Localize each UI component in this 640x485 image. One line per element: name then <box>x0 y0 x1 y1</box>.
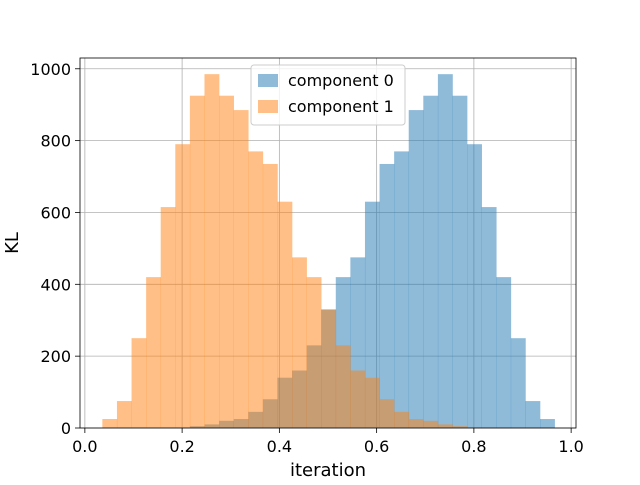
histogram-bar <box>423 420 439 428</box>
histogram-bar <box>394 151 410 428</box>
plot-frame <box>79 57 577 429</box>
histogram-bar <box>496 277 512 428</box>
histogram-bar <box>394 411 410 428</box>
axis-ticks: 0.0 0.2 0.4 0.6 0.8 1.0 0 200 400 600 800 1000 <box>30 60 584 456</box>
y-tick-label: 200 <box>40 347 71 366</box>
legend: component 0 component 1 <box>250 64 406 126</box>
histogram-bar <box>481 207 497 428</box>
histogram-bar <box>160 207 176 428</box>
histogram-bar <box>437 74 453 429</box>
histogram-bar <box>306 277 322 428</box>
histogram-bar <box>262 163 278 428</box>
histogram-bar <box>437 424 453 428</box>
histogram-bar <box>219 95 234 428</box>
histogram-bar <box>510 338 526 428</box>
y-tick-label: 600 <box>40 203 71 222</box>
histogram-bar <box>452 95 468 428</box>
histogram-bar <box>452 426 468 428</box>
histogram-bar <box>321 309 337 428</box>
histogram-bar <box>408 419 424 428</box>
histogram-bar <box>379 399 395 428</box>
histogram-bar <box>131 338 147 428</box>
histogram-bar <box>540 419 555 428</box>
histogram-bar <box>248 151 264 428</box>
histogram-bar <box>292 257 307 428</box>
legend-swatch-component-0 <box>258 74 278 87</box>
series-1 <box>102 74 468 429</box>
legend-frame <box>250 64 406 126</box>
histogram-bar <box>364 377 380 428</box>
histogram-bar <box>146 277 162 428</box>
x-tick-label: 0.8 <box>461 437 486 456</box>
histogram-bar <box>350 370 366 428</box>
x-axis-label: iteration <box>290 460 366 480</box>
histogram-bar <box>525 401 541 428</box>
histogram-bar <box>116 401 132 428</box>
y-tick-label: 400 <box>40 275 71 294</box>
histogram-bar <box>102 419 118 428</box>
legend-label-component-1: component 1 <box>288 97 394 116</box>
y-tick-label: 0 <box>61 419 71 438</box>
histogram-bar <box>379 163 395 428</box>
x-tick-label: 0.4 <box>267 437 292 456</box>
histogram-bar <box>423 95 439 428</box>
histogram-bar <box>408 110 424 429</box>
histogram-bar <box>364 201 380 428</box>
x-tick-label: 0.0 <box>72 437 97 456</box>
histogram-bar <box>335 345 351 428</box>
histogram-bar <box>467 144 482 428</box>
y-tick-label: 1000 <box>30 60 71 79</box>
x-tick-label: 1.0 <box>558 437 583 456</box>
legend-label-component-0: component 0 <box>288 71 394 90</box>
y-tick-label: 800 <box>40 132 71 151</box>
x-tick-label: 0.2 <box>169 437 194 456</box>
histogram-bar <box>233 110 249 429</box>
histogram-bar <box>175 144 191 428</box>
bars <box>102 74 555 429</box>
x-tick-label: 0.6 <box>364 437 389 456</box>
histogram-bar <box>189 95 205 428</box>
histogram-bar <box>277 201 293 428</box>
y-axis-label: KL <box>2 232 23 254</box>
legend-swatch-component-1 <box>258 100 278 113</box>
histogram-bar <box>204 74 220 429</box>
